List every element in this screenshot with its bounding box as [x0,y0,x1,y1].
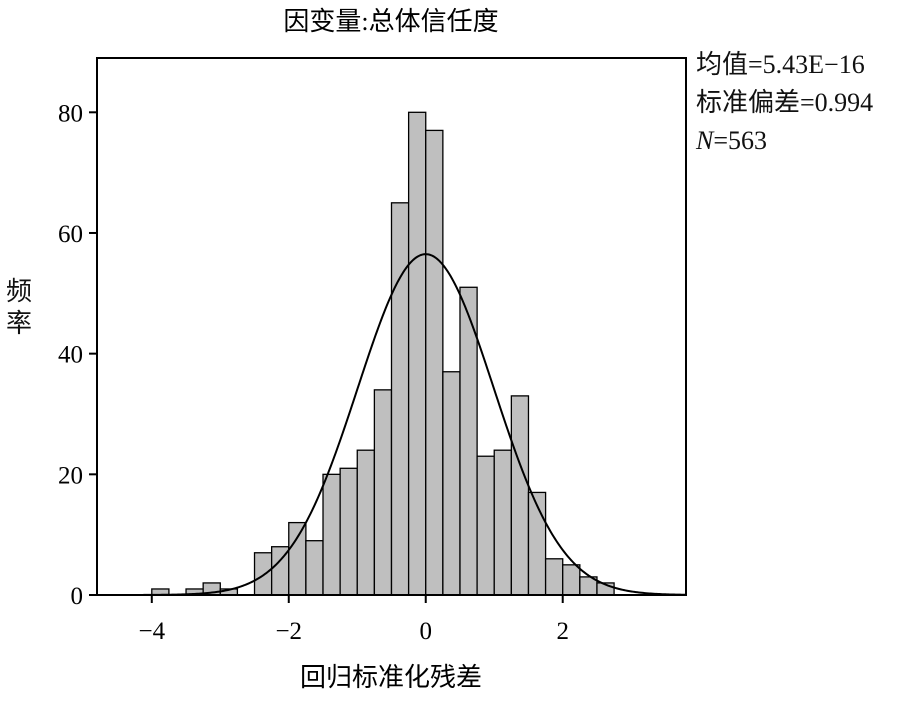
y-tick-label: 0 [71,583,84,610]
x-axis-label: 回归标准化残差 [300,663,482,692]
y-tick-label: 20 [58,462,83,489]
x-tick-label: −4 [138,618,165,645]
histogram-bar [356,449,376,596]
histogram-bar [476,455,495,596]
y-axis-label-char-2: 率 [5,309,32,338]
normal-curve-group [97,253,687,596]
normal-curve [97,253,687,596]
stats-mean: 均值=5.43E−16 [696,50,865,79]
histogram-bar [562,564,581,596]
stats-n-value: =563 [713,126,768,155]
stats-panel: 均值=5.43E−16 标准偏差=0.994 N=563 [696,46,873,160]
histogram-bar [510,395,530,596]
histogram-bar [373,389,393,596]
stats-std: 标准偏差=0.994 [696,88,874,117]
y-tick-label: 40 [58,342,83,369]
plot-frame [96,57,687,596]
histogram-bar [544,558,564,596]
histogram-bar [425,129,444,596]
histogram-bar [288,521,307,596]
histogram-bar [493,449,513,596]
y-axis-label-char-1: 频 [5,277,32,306]
y-tick-label: 80 [58,100,83,127]
y-axis-label: 频 率 [4,276,34,340]
x-tick-label: 2 [556,618,569,645]
histogram-bar [322,473,341,596]
histogram-bar [407,111,427,596]
histogram-bar [442,371,461,596]
x-tick-label: −2 [275,618,302,645]
histogram-bar [390,202,410,596]
y-tick-label: 60 [58,221,83,248]
stats-n: N=563 [696,122,873,160]
histogram-bar [339,467,358,596]
x-tick-label: 0 [419,618,432,645]
histogram-bar [253,552,273,596]
x-axis-ticks: −4 −2 0 2 [138,595,569,645]
chart-title: 因变量:总体信任度 [283,7,498,36]
histogram-bar [527,491,547,596]
stats-n-label: N [696,126,714,155]
histogram-bar [305,540,324,596]
y-axis-ticks: 0 20 40 60 80 [58,100,97,610]
